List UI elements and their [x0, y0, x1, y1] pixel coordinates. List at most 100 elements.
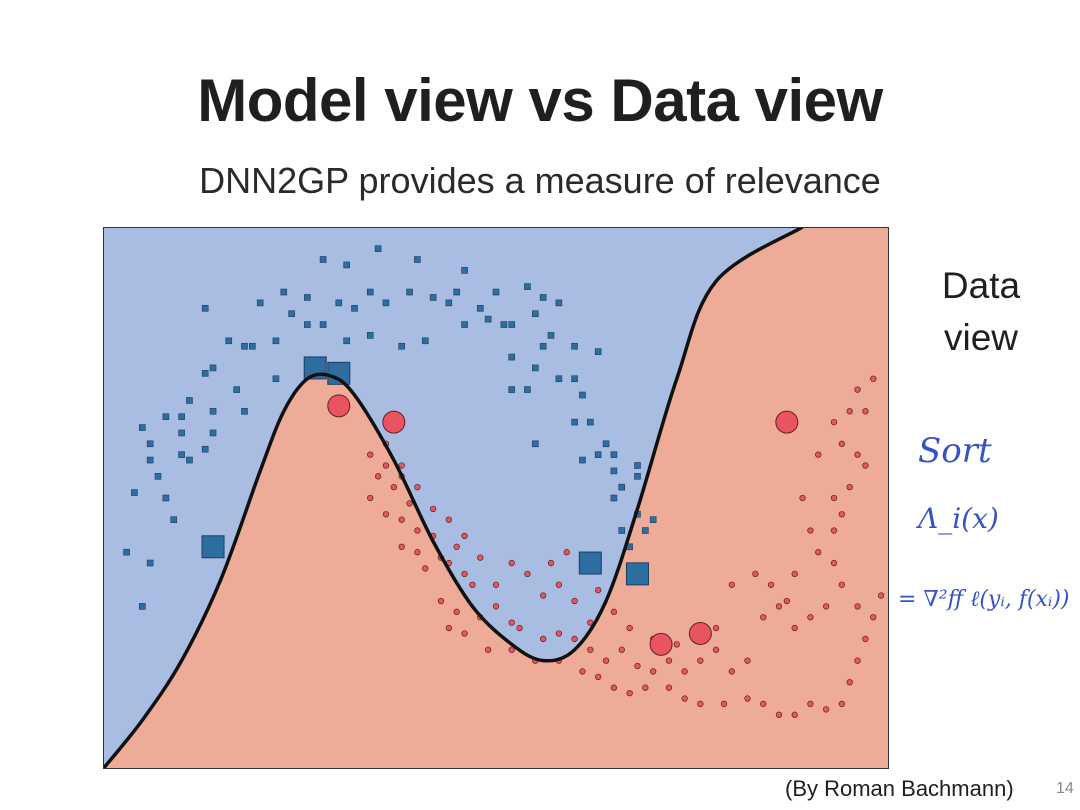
red-data-point: [634, 662, 641, 670]
red-data-point: [665, 657, 673, 664]
red-data-point: [815, 549, 822, 556]
blue-data-point: [162, 413, 170, 420]
blue-data-point: [508, 386, 516, 393]
blue-data-point: [429, 294, 437, 301]
red-data-point: [477, 554, 484, 561]
red-data-point: [830, 559, 838, 567]
red-data-point: [367, 494, 374, 502]
blue-data-point: [146, 456, 154, 464]
red-data-point: [595, 673, 602, 681]
blue-data-point: [178, 429, 185, 437]
red-data-point: [712, 646, 720, 653]
blue-data-point: [484, 315, 492, 323]
blue-data-point: [146, 440, 154, 448]
red-data-point: [642, 684, 649, 691]
red-data-point: [626, 624, 633, 632]
red-data-point: [838, 581, 845, 588]
blue-data-point: [186, 456, 193, 464]
handwritten-lambda: Λ_i(x): [915, 502, 999, 535]
red-data-point: [830, 418, 838, 426]
red-data-point: [807, 614, 814, 621]
red-data-point: [807, 700, 814, 708]
relevant-red-point: [649, 632, 673, 656]
red-data-point: [571, 597, 578, 605]
red-data-point: [461, 630, 468, 637]
credit-text: (By Roman Bachmann): [785, 776, 1014, 801]
red-data-point: [752, 570, 759, 578]
red-data-point: [775, 711, 783, 718]
blue-data-point: [209, 407, 217, 415]
red-data-point: [445, 516, 452, 523]
blue-data-point: [445, 299, 453, 307]
blue-data-point: [579, 391, 586, 399]
blue-data-point: [162, 494, 170, 502]
blue-data-point: [170, 516, 178, 523]
red-data-point: [791, 570, 798, 578]
blue-data-point: [461, 267, 468, 274]
red-data-point: [602, 657, 610, 664]
red-data-point: [870, 614, 877, 621]
red-data-point: [445, 624, 452, 632]
blue-data-point: [555, 375, 563, 383]
red-data-point: [744, 657, 751, 664]
red-data-point: [374, 473, 382, 480]
relevant-blue-point: [578, 551, 602, 575]
blue-data-point: [256, 299, 264, 307]
red-data-point: [595, 586, 602, 594]
blue-data-point: [201, 370, 209, 377]
red-data-point: [846, 679, 853, 686]
blue-data-point: [453, 288, 461, 296]
data-view-label-line1: Data: [941, 265, 1021, 306]
blue-data-point: [288, 310, 295, 318]
handwritten-sort: Sort: [918, 431, 992, 471]
red-data-point: [854, 657, 861, 664]
red-data-point: [854, 386, 861, 393]
relevant-red-point: [382, 410, 406, 434]
blue-data-point: [154, 473, 162, 480]
blue-data-point: [649, 516, 657, 523]
red-data-point: [390, 484, 397, 491]
red-data-point: [728, 668, 735, 675]
red-data-point: [775, 603, 783, 610]
red-data-point: [540, 592, 547, 599]
red-data-point: [681, 695, 688, 702]
red-data-point: [822, 603, 830, 610]
blue-data-point: [414, 256, 421, 263]
red-data-point: [650, 668, 657, 675]
red-data-point: [862, 635, 869, 643]
red-data-point: [846, 484, 853, 491]
relevant-red-point: [775, 410, 799, 434]
blue-data-point: [500, 321, 508, 328]
red-data-point: [453, 543, 460, 550]
red-data-point: [437, 597, 445, 605]
blue-data-point: [602, 440, 610, 448]
plot-frame: [103, 227, 889, 769]
red-data-point: [610, 684, 618, 691]
red-data-point: [697, 700, 704, 708]
blue-data-point: [280, 288, 288, 296]
red-data-point: [398, 543, 405, 550]
blue-data-point: [531, 364, 539, 372]
red-data-point: [453, 608, 460, 615]
red-data-point: [484, 646, 492, 653]
red-data-point: [555, 630, 563, 637]
red-data-point: [791, 711, 798, 718]
blue-data-point: [343, 261, 350, 269]
blue-data-point: [524, 386, 531, 393]
relevant-blue-point: [625, 562, 649, 586]
blue-data-point: [571, 342, 578, 350]
blue-data-point: [131, 489, 138, 496]
blue-data-point: [571, 418, 578, 426]
red-data-point: [681, 668, 688, 675]
red-data-point: [720, 700, 728, 708]
red-data-point: [555, 581, 563, 588]
red-data-point: [406, 500, 413, 507]
blue-data-point: [594, 348, 602, 355]
red-data-point: [508, 619, 515, 626]
blue-data-point: [610, 451, 618, 458]
blue-data-point: [272, 337, 280, 345]
handwritten-annotation: Sort Λ_i(x) = ∇²ff ℓ(yᵢ, f(xᵢ)): [898, 431, 1070, 612]
red-data-point: [697, 657, 704, 664]
red-data-point: [760, 700, 767, 708]
blue-data-point: [547, 332, 555, 339]
